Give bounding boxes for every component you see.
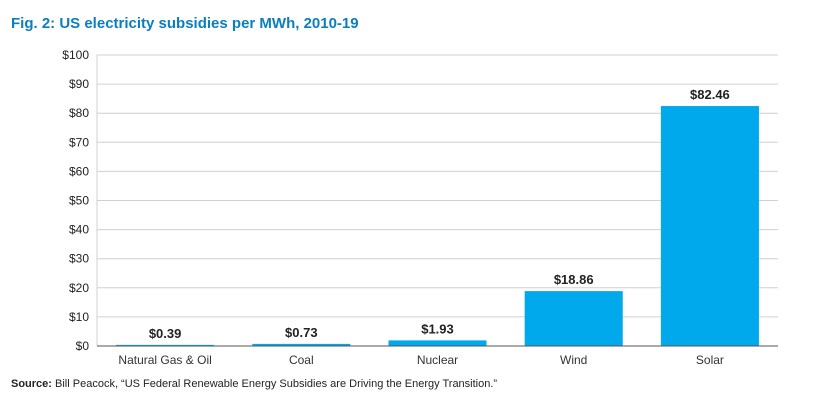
data-label: $18.86 (554, 272, 594, 287)
source-note: Source: Bill Peacock, “US Federal Renewa… (11, 378, 497, 390)
chart-title: Fig. 2: US electricity subsidies per MWh… (11, 15, 359, 32)
x-tick-label: Coal (289, 353, 314, 367)
source-label: Source: (11, 378, 52, 390)
y-tick-label: $30 (69, 252, 89, 266)
source-text: Bill Peacock, “US Federal Renewable Ener… (55, 378, 498, 390)
bar (252, 343, 351, 346)
x-tick-label: Nuclear (417, 353, 458, 367)
data-label: $82.46 (690, 87, 730, 102)
data-label: $0.73 (285, 325, 318, 340)
y-tick-label: $90 (69, 77, 89, 91)
bar-chart: $0 $10 $20 $30 $40 $50 $60 $70 $80 $90 $100 $0.39 Na… (62, 48, 778, 367)
y-tick-label: $80 (69, 106, 89, 120)
bar (388, 340, 487, 346)
y-tick-label: $20 (69, 281, 89, 295)
x-tick-label: Solar (696, 353, 724, 367)
y-tick-label: $100 (62, 48, 89, 62)
y-tick-label: $50 (69, 194, 89, 208)
bar (524, 291, 623, 346)
data-label: $0.39 (149, 326, 182, 341)
bar (660, 106, 759, 346)
y-tick-label: $10 (69, 310, 89, 324)
y-tick-label: $60 (69, 164, 89, 178)
y-tick-label: $40 (69, 223, 89, 237)
x-tick-label: Wind (560, 353, 587, 367)
y-tick-label: $70 (69, 135, 89, 149)
bar (116, 344, 215, 346)
data-label: $1.93 (421, 321, 454, 336)
x-tick-label: Natural Gas & Oil (118, 353, 211, 367)
y-tick-label: $0 (76, 339, 90, 353)
